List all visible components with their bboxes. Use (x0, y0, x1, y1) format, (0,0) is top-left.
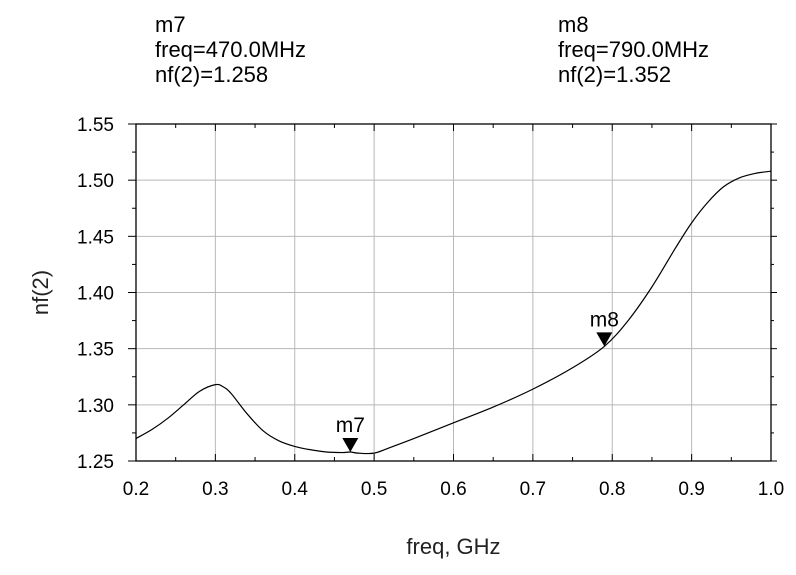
marker-label-m8: m8 (590, 308, 619, 331)
marker-triangle-m8 (596, 332, 613, 347)
x-tick-label: 0.3 (202, 479, 228, 500)
x-tick-label: 0.7 (520, 479, 546, 500)
plot-frame (135, 123, 772, 462)
x-tick-label: 0.2 (123, 479, 149, 500)
marker-readout-m7: m7 freq=470.0MHz nf(2)=1.258 (155, 12, 306, 87)
y-tick-label: 1.25 (77, 452, 114, 473)
x-tick-label: 0.4 (282, 479, 309, 500)
y-tick-label: 1.30 (77, 396, 114, 417)
x-tick-label: 0.6 (440, 479, 466, 500)
nf-series-line (135, 170, 772, 455)
x-axis-label: freq, GHz (406, 534, 500, 559)
y-tick-label: 1.55 (77, 115, 114, 136)
x-tick-label: 0.9 (678, 479, 704, 500)
x-tick-labels: 0.2 0.3 0.4 0.5 0.6 0.7 0.8 0.9 1.0 (123, 479, 784, 500)
y-tick-label: 1.50 (77, 171, 114, 192)
marker-nf-value-m8: 1.352 (616, 62, 672, 87)
y-tick-label: 1.35 (77, 340, 114, 361)
marker-value-m7: nf(2)=1.258 (155, 62, 269, 87)
marker-nf-value-m7: 1.258 (213, 62, 269, 87)
marker-freq-m8: freq=790.0MHz (558, 37, 710, 62)
y-axis-label: nf(2) (28, 270, 53, 315)
x-tick-label: 0.5 (361, 479, 387, 500)
marker-freq-value-m7: 470.0MHz (205, 37, 307, 62)
y-tick-label: 1.40 (77, 284, 114, 305)
tick-marks (128, 123, 777, 462)
marker-value-m8: nf(2)=1.352 (558, 62, 672, 87)
grid-lines (136, 124, 771, 461)
x-tick-label: 1.0 (758, 479, 784, 500)
y-tick-label: 1.45 (77, 227, 114, 248)
marker-name-m8: m8 (558, 12, 589, 37)
marker-freq-value-m8: 790.0MHz (608, 37, 710, 62)
marker-label-m7: m7 (336, 414, 365, 437)
marker-triangle-m7 (342, 438, 359, 453)
x-tick-label: 0.8 (599, 479, 625, 500)
curve-markers: m7 m8 (336, 308, 619, 453)
marker-readout-m8: m8 freq=790.0MHz nf(2)=1.352 (558, 12, 709, 87)
y-tick-labels: 1.25 1.30 1.35 1.40 1.45 1.50 1.55 (77, 115, 114, 473)
marker-freq-m7: freq=470.0MHz (155, 37, 307, 62)
marker-name-m7: m7 (155, 12, 186, 37)
